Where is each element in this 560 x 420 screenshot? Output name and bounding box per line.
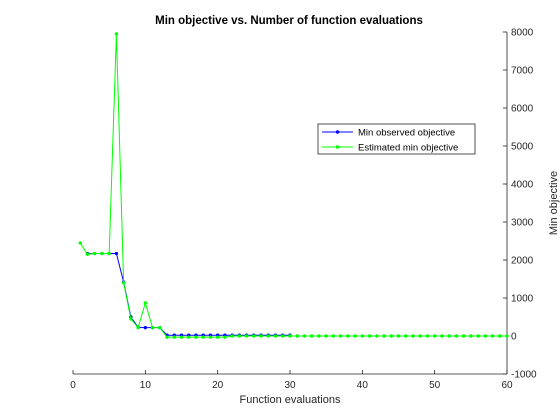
y-tick-label: 0	[511, 332, 517, 343]
data-point	[230, 334, 234, 338]
plot-area	[73, 32, 508, 375]
data-point	[461, 334, 466, 338]
x-tick-label: 40	[357, 380, 369, 391]
x-tick-label: 50	[429, 380, 441, 391]
data-point	[447, 334, 451, 338]
legend-box	[317, 123, 476, 155]
data-point	[244, 334, 249, 338]
data-point	[295, 334, 299, 338]
data-point	[411, 334, 415, 338]
data-point	[476, 334, 480, 338]
data-point	[165, 335, 169, 339]
legend: Min observed objective Estimated min obje…	[317, 123, 476, 155]
y-tick-label: 1000	[511, 294, 534, 305]
data-point	[360, 334, 365, 338]
data-point	[223, 335, 227, 339]
data-point	[317, 334, 321, 338]
data-point	[396, 334, 401, 338]
data-point	[469, 334, 473, 338]
data-point	[324, 334, 328, 338]
chart-title: Min objective vs. Number of function eva…	[155, 15, 423, 27]
y-tick-label: 4000	[511, 180, 534, 191]
series-line	[79, 33, 507, 338]
data-point	[179, 335, 184, 339]
data-point	[367, 334, 372, 338]
legend-label: Min observed objective	[358, 128, 455, 139]
data-point	[143, 325, 148, 330]
x-axis-label: Function evaluations	[240, 394, 341, 406]
data-point	[143, 301, 148, 305]
y-tick-label: 7000	[511, 66, 534, 77]
data-point	[273, 334, 278, 338]
series-layer	[78, 32, 509, 339]
data-point	[85, 252, 90, 256]
x-tick-label: 30	[284, 380, 296, 391]
data-point	[338, 334, 343, 338]
data-point	[454, 334, 459, 338]
data-point	[418, 334, 422, 338]
y-ticks: -1000 0 1000 2000 3000 4000 5000 6000 7000 8000	[503, 28, 537, 381]
x-tick-label: 10	[140, 380, 152, 391]
data-point	[302, 334, 307, 338]
data-point	[121, 281, 126, 285]
data-point	[172, 335, 176, 339]
data-point	[114, 32, 119, 36]
y-tick-label: -1000	[511, 370, 537, 381]
data-point	[498, 334, 502, 338]
data-point	[505, 334, 509, 338]
x-tick-label: 0	[70, 380, 76, 391]
data-point	[259, 334, 263, 338]
legend-label: Estimated min objective	[358, 143, 458, 154]
x-tick-label: 60	[501, 380, 513, 391]
data-point	[353, 334, 357, 338]
data-point	[483, 334, 487, 338]
series-2	[78, 32, 509, 339]
data-point	[404, 334, 408, 338]
data-point	[150, 325, 155, 330]
data-point	[129, 317, 133, 321]
data-point	[93, 251, 97, 256]
data-point	[114, 251, 119, 256]
data-point	[425, 334, 430, 338]
data-point	[346, 334, 350, 338]
data-point	[136, 325, 140, 330]
legend-swatch-marker	[335, 130, 340, 134]
series-1	[85, 251, 292, 337]
x-ticks: 0 10 20 30 40 50 60	[70, 370, 513, 391]
data-point	[237, 334, 242, 338]
x-tick-label: 20	[212, 380, 224, 391]
data-point	[490, 334, 495, 338]
data-point	[78, 241, 82, 245]
y-tick-label: 6000	[511, 104, 534, 115]
series-line	[87, 253, 290, 336]
data-point	[375, 334, 379, 338]
data-point	[266, 334, 270, 338]
legend-entries: Min observed objective Estimated min obje…	[322, 128, 458, 154]
data-point	[331, 334, 336, 338]
data-point	[310, 334, 314, 338]
data-point	[158, 325, 162, 330]
data-point	[107, 251, 111, 256]
data-point	[208, 335, 213, 339]
data-point	[215, 335, 220, 339]
data-point	[201, 335, 205, 339]
y-tick-label: 8000	[511, 28, 534, 39]
data-point	[252, 334, 256, 338]
data-point	[281, 334, 285, 338]
data-point	[389, 334, 393, 338]
data-point	[288, 334, 292, 338]
legend-swatch-marker	[335, 145, 340, 149]
data-point	[432, 334, 437, 338]
y-tick-label: 5000	[511, 142, 534, 153]
data-point	[100, 251, 104, 256]
y-tick-label: 2000	[511, 256, 534, 267]
y-tick-label: 3000	[511, 218, 534, 229]
y-axis-label: Min objective	[548, 171, 560, 235]
data-point	[382, 334, 386, 338]
data-point	[194, 335, 198, 339]
data-point	[187, 335, 191, 339]
data-point	[440, 334, 444, 338]
